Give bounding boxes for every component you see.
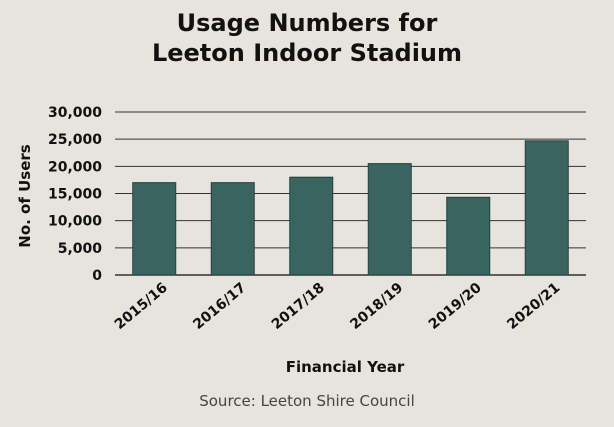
y-tick-label: 15,000 [48, 187, 102, 203]
x-axis-label: Financial Year [286, 358, 405, 376]
y-tick-label: 20,000 [48, 159, 102, 175]
chart-title-line-1: Usage Numbers for [176, 9, 438, 37]
y-tick-label: 5,000 [58, 241, 103, 257]
bars [132, 140, 569, 276]
bar-2017-18 [289, 176, 334, 276]
chart-title-line-2: Leeton Indoor Stadium [151, 39, 463, 67]
chart-title: Usage Numbers for Leeton Indoor Stadium [0, 8, 614, 68]
source-note: Source: Leeton Shire Council [199, 392, 415, 410]
bar-2019-20 [446, 196, 491, 276]
grid-lines [115, 111, 586, 276]
x-tick-label: 2017/18 [269, 280, 328, 333]
y-tick-label: 10,000 [48, 214, 102, 230]
x-tick-label: 2019/20 [426, 280, 485, 333]
x-tick-label: 2015/16 [112, 280, 171, 333]
y-tick-label: 30,000 [48, 105, 102, 121]
y-tick-label: 25,000 [48, 132, 102, 148]
bar-2016-17 [210, 182, 255, 276]
x-tick-labels: 2015/16 2016/17 2017/18 2018/19 2019/20 2020/… [112, 280, 563, 333]
y-axis-label: No. of Users [16, 144, 34, 248]
bar-2015-16 [132, 182, 177, 276]
y-tick-label: 0 [92, 268, 102, 284]
x-tick-label: 2016/17 [190, 280, 249, 333]
bar-chart: 0 5,000 10,000 15,000 20,000 25,000 30,000 201… [16, 105, 586, 376]
bar-2018-19 [367, 163, 412, 276]
bar-2020-21 [524, 140, 569, 276]
x-tick-label: 2020/21 [504, 280, 563, 333]
x-tick-label: 2018/19 [347, 280, 406, 333]
y-tick-labels: 0 5,000 10,000 15,000 20,000 25,000 30,000 [48, 105, 102, 284]
